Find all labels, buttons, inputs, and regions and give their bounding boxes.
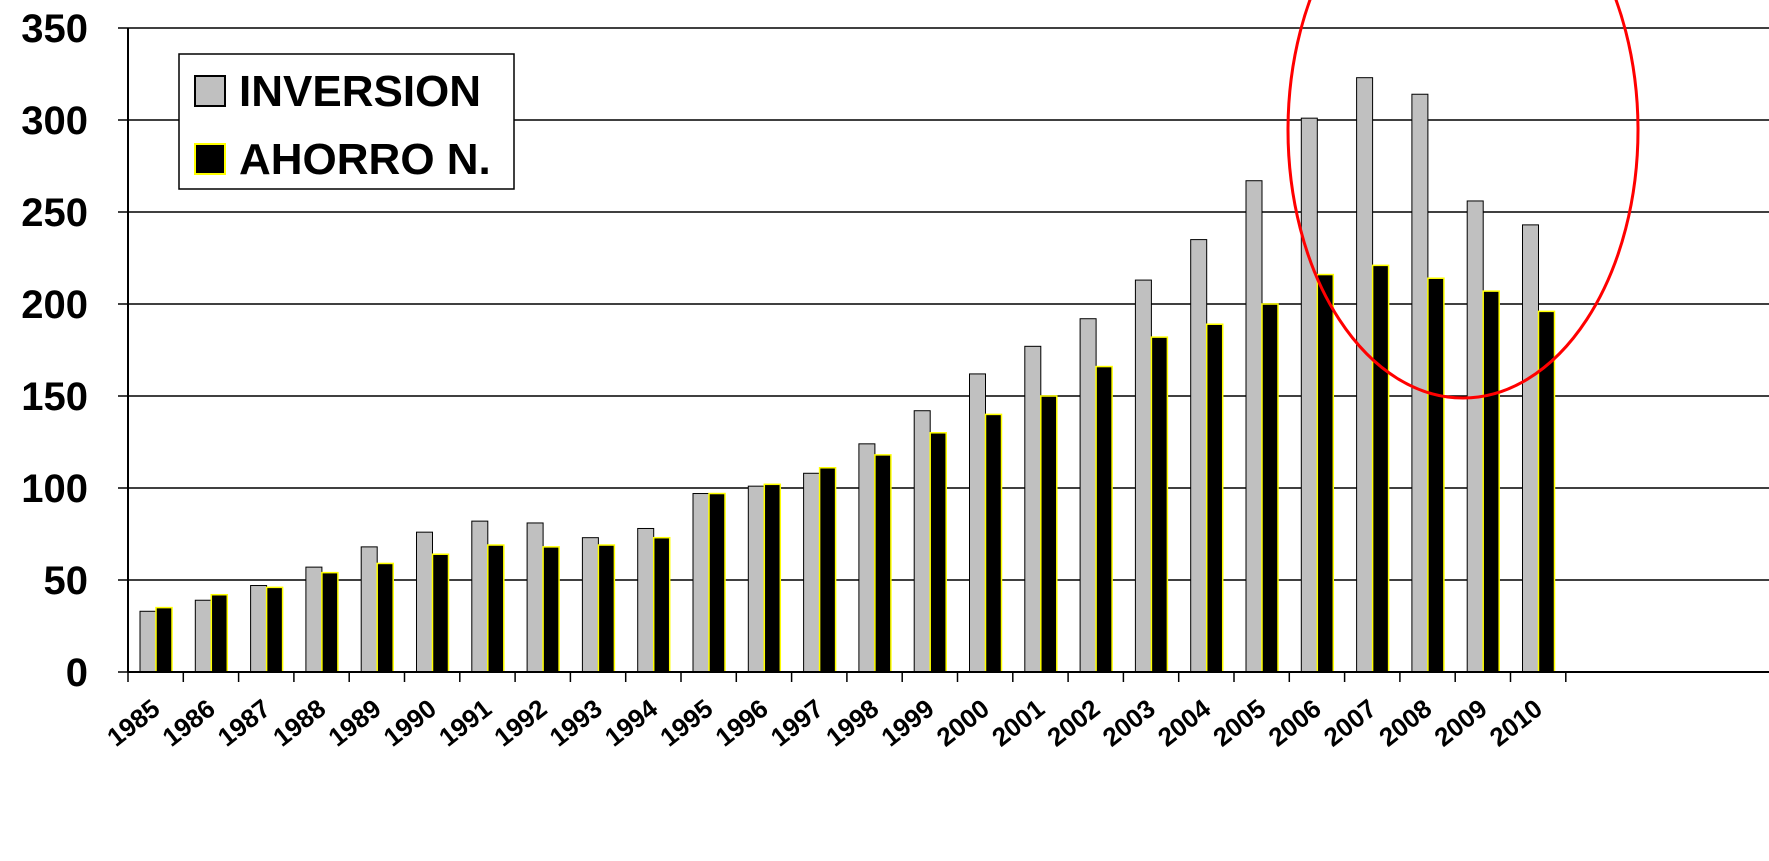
x-tick-label: 1997: [765, 693, 829, 752]
bar-ahorro: [542, 546, 560, 673]
x-axis-ticks: 1985198619871988198919901991199219931994…: [101, 672, 1567, 753]
bar-inversion: [1300, 117, 1318, 673]
x-tick-label: 1987: [212, 693, 276, 752]
bar-ahorro: [210, 593, 229, 673]
highlight-annotation: [1286, 0, 1640, 400]
y-tick-label: 0: [66, 651, 88, 695]
axes: [127, 28, 1769, 673]
x-tick-label: 1991: [433, 693, 497, 752]
bar-ahorro: [1040, 395, 1058, 673]
bar-inversion: [1190, 239, 1208, 673]
bar-inversion: [1245, 180, 1263, 673]
bar-ahorro: [874, 454, 892, 673]
y-tick-label: 50: [44, 559, 89, 603]
bar-ahorro: [597, 544, 616, 673]
bar-ahorro: [1205, 323, 1224, 673]
bar-inversion: [747, 485, 765, 673]
bar-inversion: [360, 546, 378, 673]
bar-inversion: [637, 527, 655, 673]
bar-ahorro: [431, 553, 450, 673]
bar-inversion: [1522, 224, 1539, 673]
legend-label: AHORRO N.: [239, 135, 491, 184]
bar-inversion: [250, 585, 268, 673]
bar-inversion: [913, 410, 931, 673]
bar-ahorro: [1150, 336, 1169, 673]
x-tick-label: 1985: [101, 693, 165, 752]
legend-swatch: [194, 143, 226, 175]
x-tick-label: 2008: [1373, 693, 1437, 752]
bar-ahorro: [652, 536, 671, 673]
legend: INVERSION AHORRO N.: [178, 53, 515, 190]
x-tick-label: 2007: [1318, 693, 1382, 752]
bar-inversion: [1024, 345, 1042, 673]
x-tick-label: 1999: [875, 693, 939, 752]
x-tick-label: 1989: [322, 693, 386, 752]
bar-ahorro: [763, 483, 782, 673]
bar-inversion: [1079, 318, 1097, 673]
y-tick-label: 200: [21, 283, 88, 327]
bar-inversion: [581, 537, 599, 673]
x-tick-label: 2001: [986, 693, 1050, 752]
x-tick-label: 1996: [710, 693, 774, 752]
bar-inversion: [471, 520, 489, 673]
bar-inversion: [1356, 77, 1374, 673]
bar-inversion: [1411, 93, 1429, 673]
x-tick-label: 2009: [1428, 693, 1492, 752]
x-tick-label: 2006: [1263, 693, 1327, 752]
bar-ahorro: [1482, 290, 1500, 673]
legend-label: INVERSION: [239, 67, 481, 116]
bar-ahorro: [984, 413, 1003, 673]
bar-ahorro: [487, 544, 505, 673]
bar-ahorro: [708, 492, 726, 673]
x-tick-label: 1992: [488, 693, 552, 752]
bar-inversion: [305, 566, 323, 673]
x-tick-label: 2010: [1484, 693, 1548, 752]
y-tick-label: 350: [21, 7, 88, 51]
highlight-ellipse: [1286, 0, 1640, 400]
x-tick-label: 1994: [599, 693, 663, 753]
bar-ahorro: [321, 571, 339, 673]
bar-ahorro: [1371, 264, 1390, 673]
bar-inversion: [1134, 279, 1152, 673]
x-tick-label: 1986: [157, 693, 221, 752]
legend-box: [178, 53, 515, 190]
bars: [139, 77, 1556, 673]
x-tick-label: 2004: [1152, 693, 1216, 753]
x-tick-label: 2003: [1097, 693, 1161, 752]
bar-inversion: [139, 610, 157, 673]
y-tick-label: 300: [21, 99, 88, 143]
legend-swatch: [194, 75, 226, 107]
bar-ahorro: [1316, 273, 1335, 673]
bar-inversion: [803, 472, 821, 673]
bar-ahorro: [376, 562, 394, 673]
bar-ahorro: [1427, 277, 1445, 673]
bar-ahorro: [265, 586, 284, 673]
y-tick-label: 250: [21, 191, 88, 235]
bar-ahorro: [1095, 365, 1113, 673]
bar-ahorro: [1261, 303, 1279, 673]
bar-inversion: [194, 599, 212, 673]
x-tick-label: 1998: [820, 693, 884, 752]
bar-inversion: [692, 493, 710, 673]
y-tick-label: 150: [21, 375, 88, 419]
y-tick-label: 100: [21, 467, 88, 511]
bar-inversion: [858, 443, 876, 673]
x-tick-label: 1988: [267, 693, 331, 752]
bar-inversion: [1466, 200, 1484, 673]
bar-ahorro: [155, 606, 173, 673]
y-axis-ticks: 0 50 100 150 200 250 300 350: [21, 7, 128, 695]
bar-ahorro: [929, 432, 947, 673]
x-tick-label: 2000: [931, 693, 995, 752]
x-tick-label: 1990: [378, 693, 442, 752]
x-tick-label: 2002: [1041, 693, 1105, 752]
x-tick-label: 2005: [1207, 693, 1271, 752]
bar-inversion: [969, 373, 986, 673]
bar-inversion: [416, 531, 433, 673]
x-tick-label: 1995: [654, 693, 718, 752]
bar-ahorro: [818, 467, 837, 673]
bar-inversion: [526, 522, 544, 673]
x-tick-label: 1993: [544, 693, 608, 752]
